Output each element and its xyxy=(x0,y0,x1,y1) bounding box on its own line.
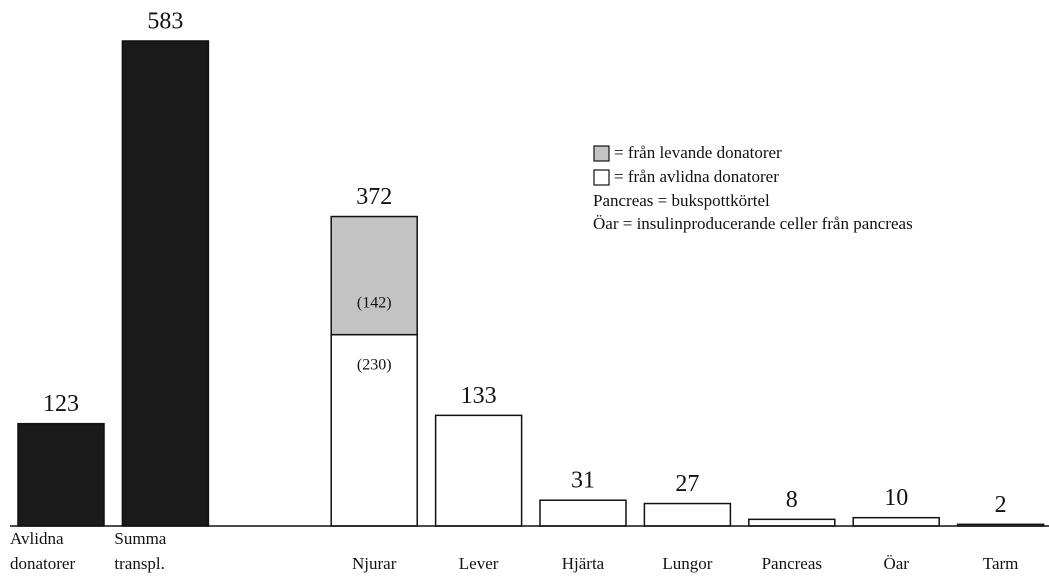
legend-label: = från avlidna donatorer xyxy=(614,167,779,186)
x-tick-label: Tarm xyxy=(982,554,1019,573)
total-label: 133 xyxy=(461,383,497,409)
x-tick-label: Hjärta xyxy=(561,554,605,573)
total-label: 8 xyxy=(786,487,798,513)
legend-label: = från levande donatorer xyxy=(614,143,782,162)
value-label: (142) xyxy=(357,294,392,311)
total-label: 123 xyxy=(43,391,79,417)
legend-swatch xyxy=(593,145,610,162)
total-label: 27 xyxy=(675,471,699,497)
bar xyxy=(330,333,418,527)
x-tick-label: Lungor xyxy=(662,554,713,573)
legend-note: Öar = insulinproducerande celler från pa… xyxy=(593,214,913,233)
total-label: 583 xyxy=(147,9,183,35)
total-label: 2 xyxy=(995,492,1007,518)
bar xyxy=(434,414,523,527)
bar xyxy=(330,215,418,336)
total-label: 372 xyxy=(356,184,392,210)
total-label: 10 xyxy=(884,485,908,511)
value-label: (230) xyxy=(357,356,392,373)
bar xyxy=(121,40,210,527)
x-tick-label: Avlidna donatorer xyxy=(10,529,76,573)
legend-note: Pancreas = bukspottkörtel xyxy=(593,191,770,210)
legend-swatch xyxy=(593,169,610,186)
x-tick-label: Summa transpl. xyxy=(114,529,167,573)
x-tick-label: Pancreas xyxy=(761,554,822,573)
x-tick-label: Njurar xyxy=(352,554,397,573)
total-label: 31 xyxy=(571,468,595,494)
x-tick-label: Lever xyxy=(458,554,499,573)
bar xyxy=(17,422,105,527)
x-tick-label: Öar xyxy=(883,554,909,573)
